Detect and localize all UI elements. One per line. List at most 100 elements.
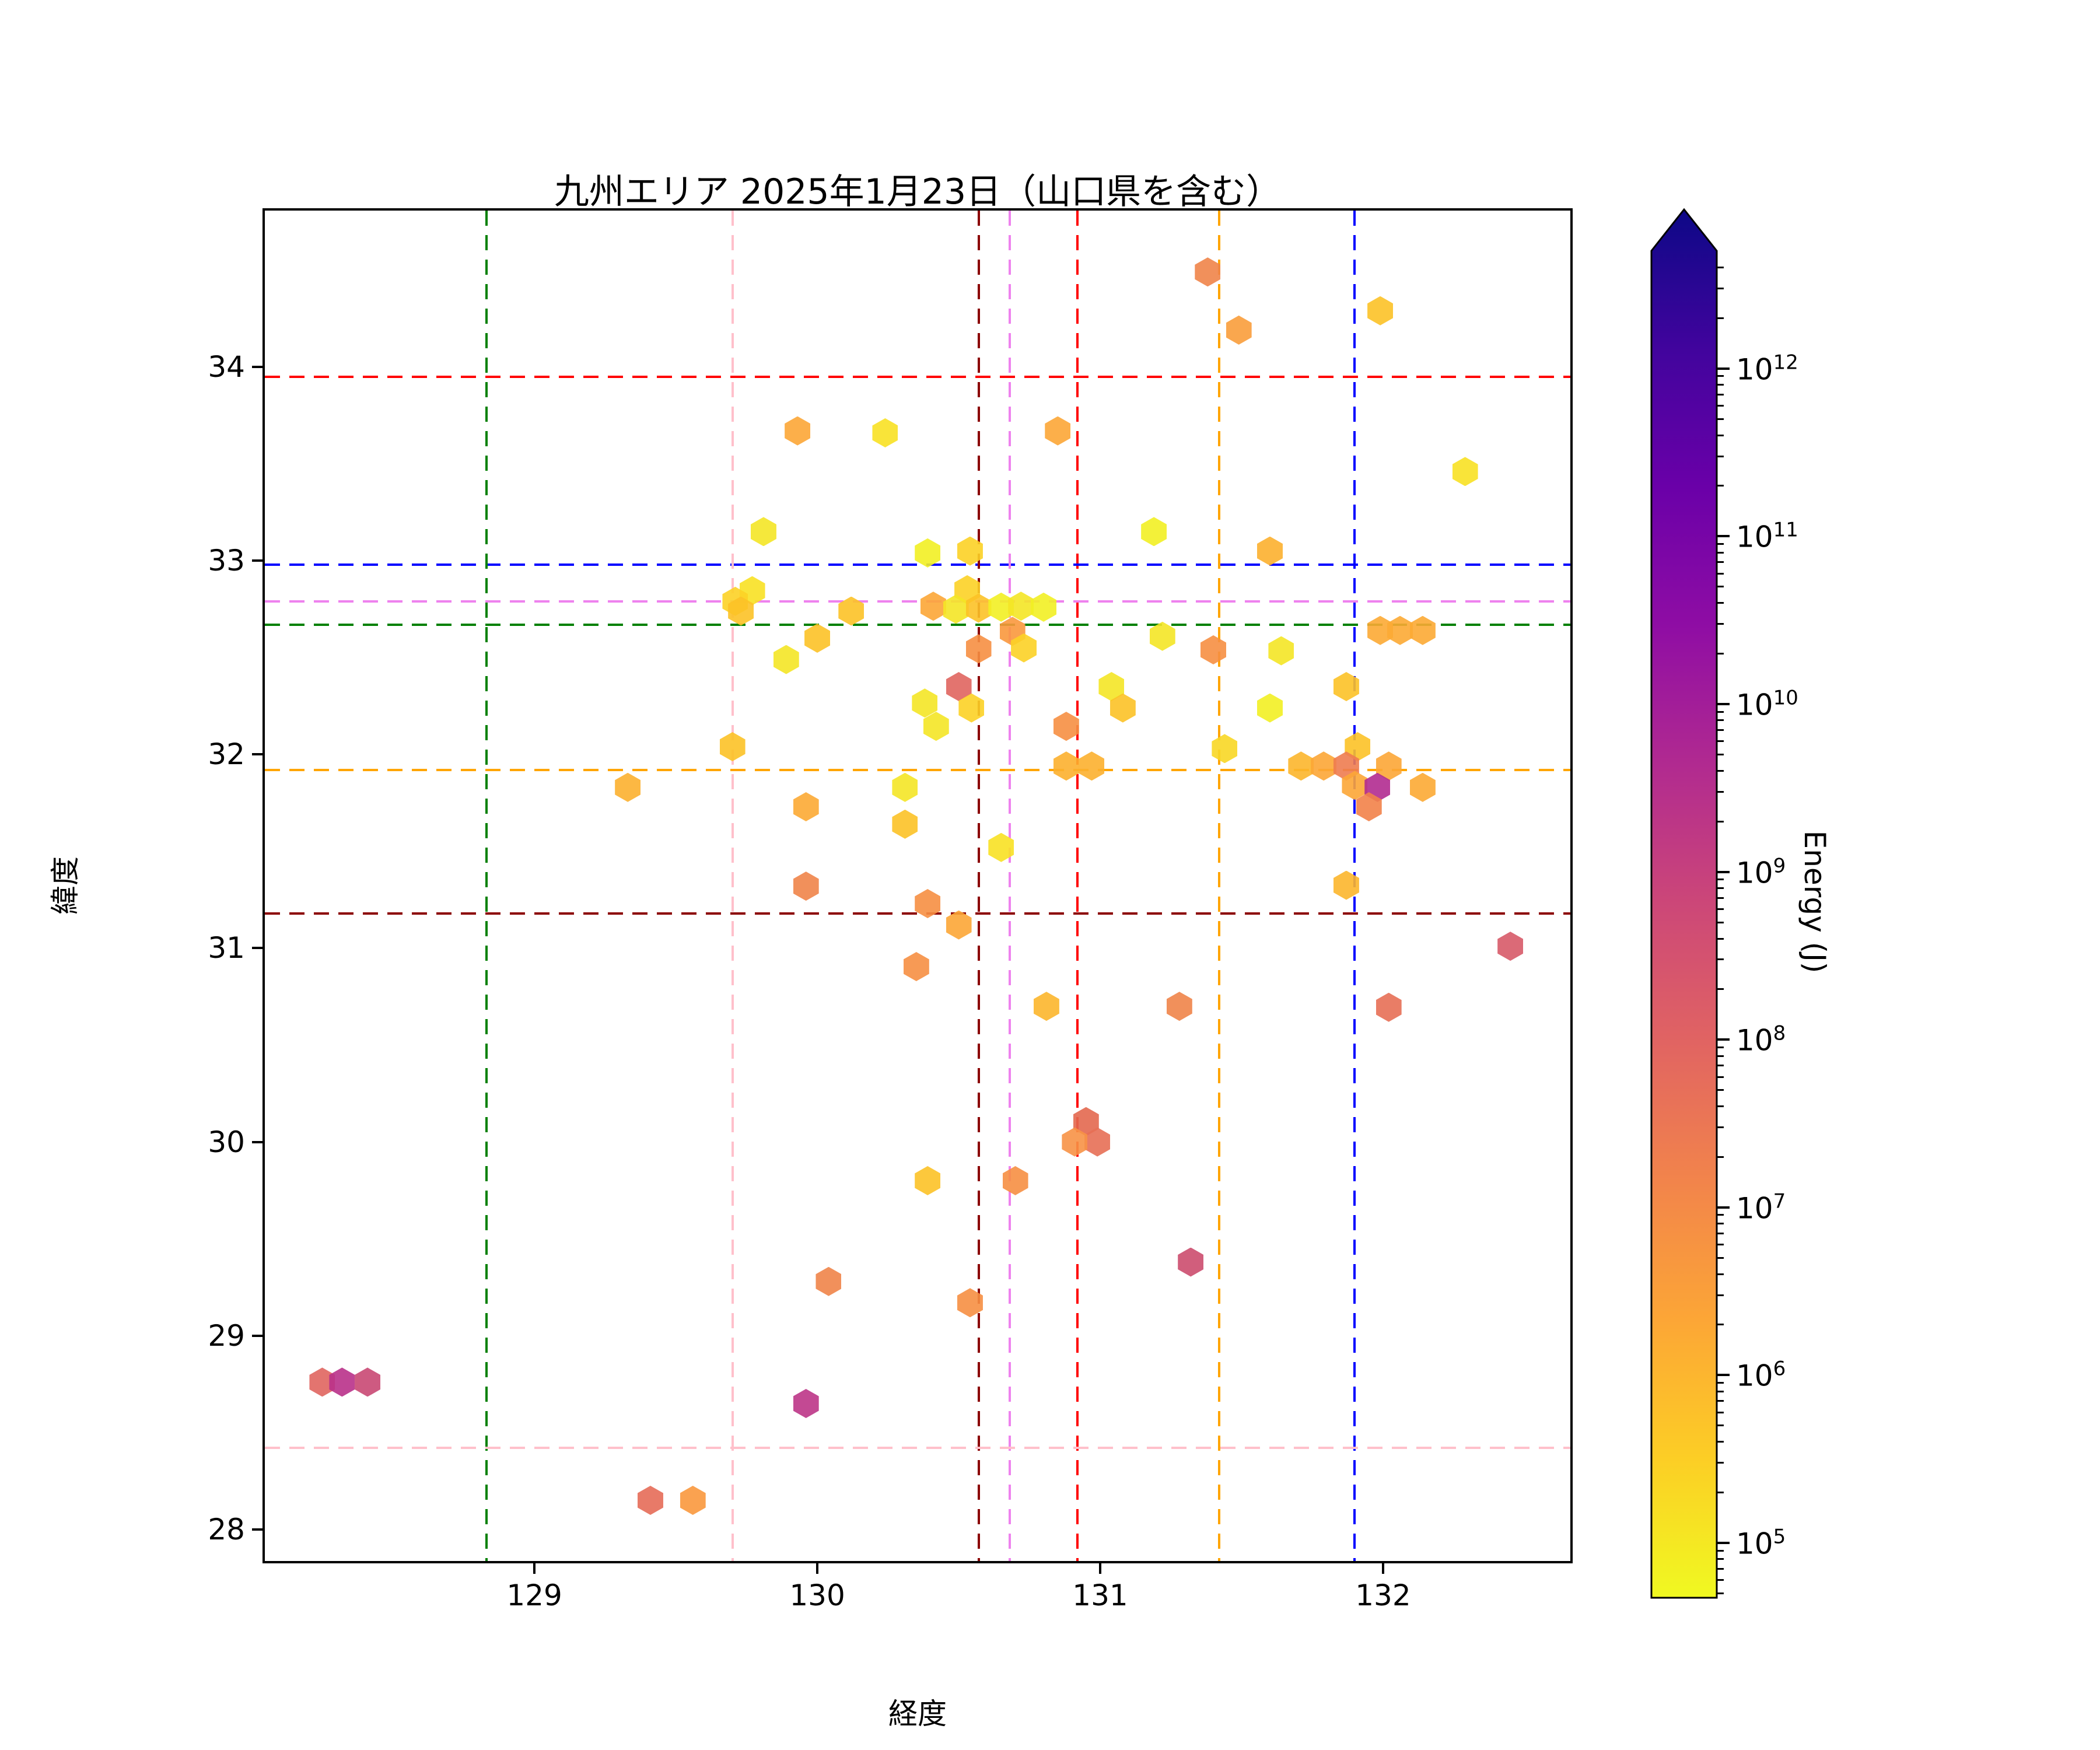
- y-tick: [252, 1528, 262, 1531]
- colorbar-minor-tick: [1717, 1549, 1724, 1552]
- colorbar-minor-tick: [1717, 1294, 1724, 1296]
- colorbar-major-tick: [1717, 870, 1730, 873]
- data-point: [1226, 315, 1252, 345]
- data-point: [1288, 751, 1314, 781]
- x-tick-label: 131: [1072, 1578, 1128, 1612]
- data-point: [1166, 992, 1192, 1021]
- colorbar-major-tick: [1717, 1542, 1730, 1544]
- colorbar-minor-tick: [1717, 1390, 1724, 1392]
- colorbar-minor-tick: [1717, 434, 1724, 436]
- data-point: [1195, 257, 1221, 287]
- data-point: [1376, 992, 1402, 1022]
- colorbar-minor-tick: [1717, 1462, 1724, 1464]
- colorbar: [1650, 208, 1718, 1599]
- y-tick-label: 28: [208, 1512, 245, 1546]
- colorbar-minor-tick: [1717, 405, 1724, 407]
- colorbar-minor-tick: [1717, 602, 1724, 604]
- y-tick-label: 29: [208, 1318, 245, 1353]
- data-point: [793, 872, 819, 901]
- colorbar-minor-tick: [1717, 551, 1724, 554]
- data-point: [915, 1166, 941, 1195]
- colorbar-minor-tick: [1717, 1046, 1724, 1048]
- data-point: [988, 832, 1014, 862]
- colorbar-minor-tick: [1717, 1089, 1724, 1091]
- data-point: [1045, 416, 1071, 446]
- data-point: [915, 538, 941, 568]
- data-point: [892, 809, 918, 839]
- colorbar-minor-tick: [1717, 1105, 1724, 1108]
- data-point: [1367, 296, 1394, 326]
- colorbar-minor-tick: [1717, 754, 1724, 756]
- colorbar-minor-tick: [1717, 652, 1724, 654]
- data-point: [329, 1367, 355, 1397]
- refline-h-green: [265, 623, 1570, 626]
- colorbar-minor-tick: [1717, 543, 1724, 545]
- colorbar-tick-label: 1011: [1736, 519, 1798, 554]
- refline-h-blue: [265, 563, 1570, 566]
- y-tick: [252, 1334, 262, 1337]
- colorbar-major-tick: [1717, 1038, 1730, 1041]
- refline-h-orange: [265, 768, 1570, 771]
- y-tick-label: 33: [208, 544, 245, 578]
- x-tick: [1099, 1563, 1102, 1574]
- colorbar-minor-tick: [1717, 1324, 1724, 1326]
- data-point: [903, 952, 929, 981]
- data-point: [838, 596, 864, 626]
- y-tick-label: 30: [208, 1125, 245, 1159]
- colorbar-minor-tick: [1717, 769, 1724, 772]
- colorbar-minor-tick: [1717, 897, 1724, 899]
- data-point: [915, 889, 941, 919]
- colorbar-minor-tick: [1717, 958, 1724, 961]
- y-tick: [252, 1140, 262, 1143]
- colorbar-minor-tick: [1717, 878, 1724, 881]
- data-point: [1452, 457, 1478, 487]
- colorbar-minor-tick: [1717, 1232, 1724, 1234]
- colorbar-minor-tick: [1717, 1273, 1724, 1275]
- y-tick: [252, 559, 262, 562]
- colorbar-minor-tick: [1717, 988, 1724, 991]
- colorbar-major-tick: [1717, 535, 1730, 538]
- data-point: [1062, 1127, 1088, 1157]
- colorbar-major-tick: [1717, 367, 1730, 370]
- colorbar-minor-tick: [1717, 485, 1724, 487]
- data-point: [1002, 1166, 1028, 1195]
- data-point: [1079, 751, 1105, 781]
- data-point: [1110, 693, 1136, 723]
- data-point: [965, 593, 992, 623]
- colorbar-minor-tick: [1717, 1223, 1724, 1225]
- colorbar-tick-exponent: 12: [1773, 351, 1798, 374]
- colorbar-major-tick: [1717, 1206, 1730, 1209]
- data-point: [1268, 636, 1294, 666]
- data-point: [1053, 751, 1079, 781]
- data-point: [912, 688, 938, 718]
- y-tick: [252, 947, 262, 950]
- chart-title: 九州エリア 2025年1月23日（山口県を含む）: [554, 172, 1282, 212]
- colorbar-minor-tick: [1717, 1424, 1724, 1427]
- y-tick: [252, 366, 262, 369]
- colorbar-minor-tick: [1717, 1441, 1724, 1443]
- colorbar-minor-tick: [1717, 1411, 1724, 1413]
- colorbar-minor-tick: [1717, 623, 1724, 625]
- colorbar-minor-tick: [1717, 267, 1724, 269]
- x-axis-label: 経度: [888, 1697, 947, 1731]
- data-point: [728, 596, 754, 626]
- y-tick-label: 32: [208, 737, 245, 772]
- data-point: [872, 418, 898, 447]
- x-tick: [816, 1563, 819, 1574]
- colorbar-minor-tick: [1717, 572, 1724, 575]
- y-tick-label: 31: [208, 931, 245, 965]
- data-point: [750, 517, 776, 547]
- colorbar-label: Energy (J): [1798, 830, 1832, 974]
- data-point: [793, 792, 819, 821]
- data-point: [1084, 1127, 1111, 1157]
- colorbar-minor-tick: [1717, 1382, 1724, 1384]
- data-point: [1011, 633, 1037, 663]
- data-point: [785, 416, 811, 446]
- colorbar-minor-tick: [1717, 790, 1724, 793]
- data-point: [958, 693, 985, 723]
- colorbar-tick-exponent: 11: [1773, 519, 1798, 542]
- data-point: [1031, 592, 1057, 622]
- colorbar-tick-label: 109: [1736, 854, 1786, 890]
- y-tick-label: 34: [208, 350, 245, 384]
